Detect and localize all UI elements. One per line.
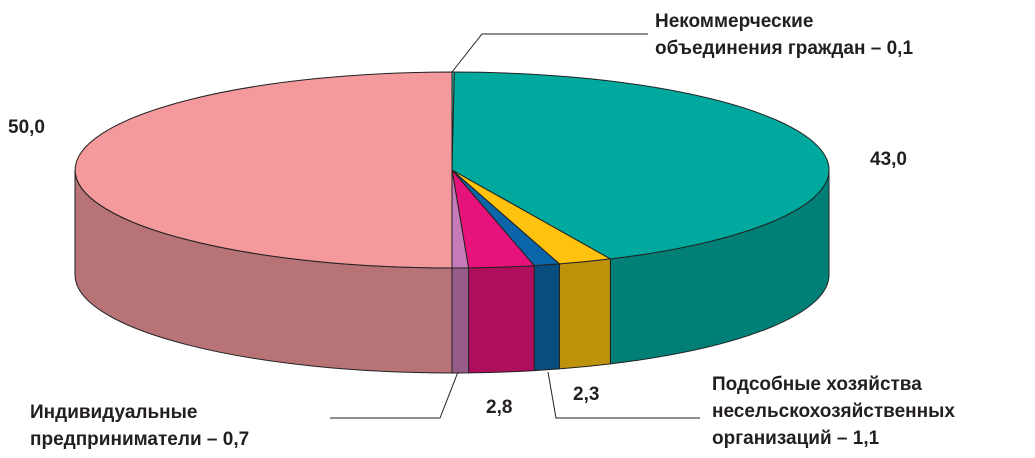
value-label: Индивидуальные	[30, 402, 197, 423]
leader-line	[547, 371, 700, 419]
slice	[74, 71, 453, 269]
value-label: Подсобные хозяйства	[712, 374, 922, 395]
value-label: 2,3	[573, 384, 599, 405]
slice-side	[468, 265, 535, 374]
value-label: 50,0	[8, 117, 45, 138]
slice-side	[558, 258, 611, 370]
value-label: несельскохозяйственных	[712, 401, 955, 422]
value-label: предприниматели – 0,7	[30, 429, 249, 450]
slice-side	[533, 263, 560, 372]
value-label: Некоммерческие	[655, 11, 813, 32]
value-label: объединения граждан – 0,1	[655, 38, 913, 59]
leader-line	[330, 371, 459, 419]
value-label: организаций – 1,1	[712, 428, 880, 449]
value-label: 2,8	[486, 397, 512, 418]
leader-line	[451, 33, 648, 73]
value-label: 43,0	[870, 149, 907, 170]
slice	[451, 71, 830, 260]
slice-side	[451, 267, 470, 374]
